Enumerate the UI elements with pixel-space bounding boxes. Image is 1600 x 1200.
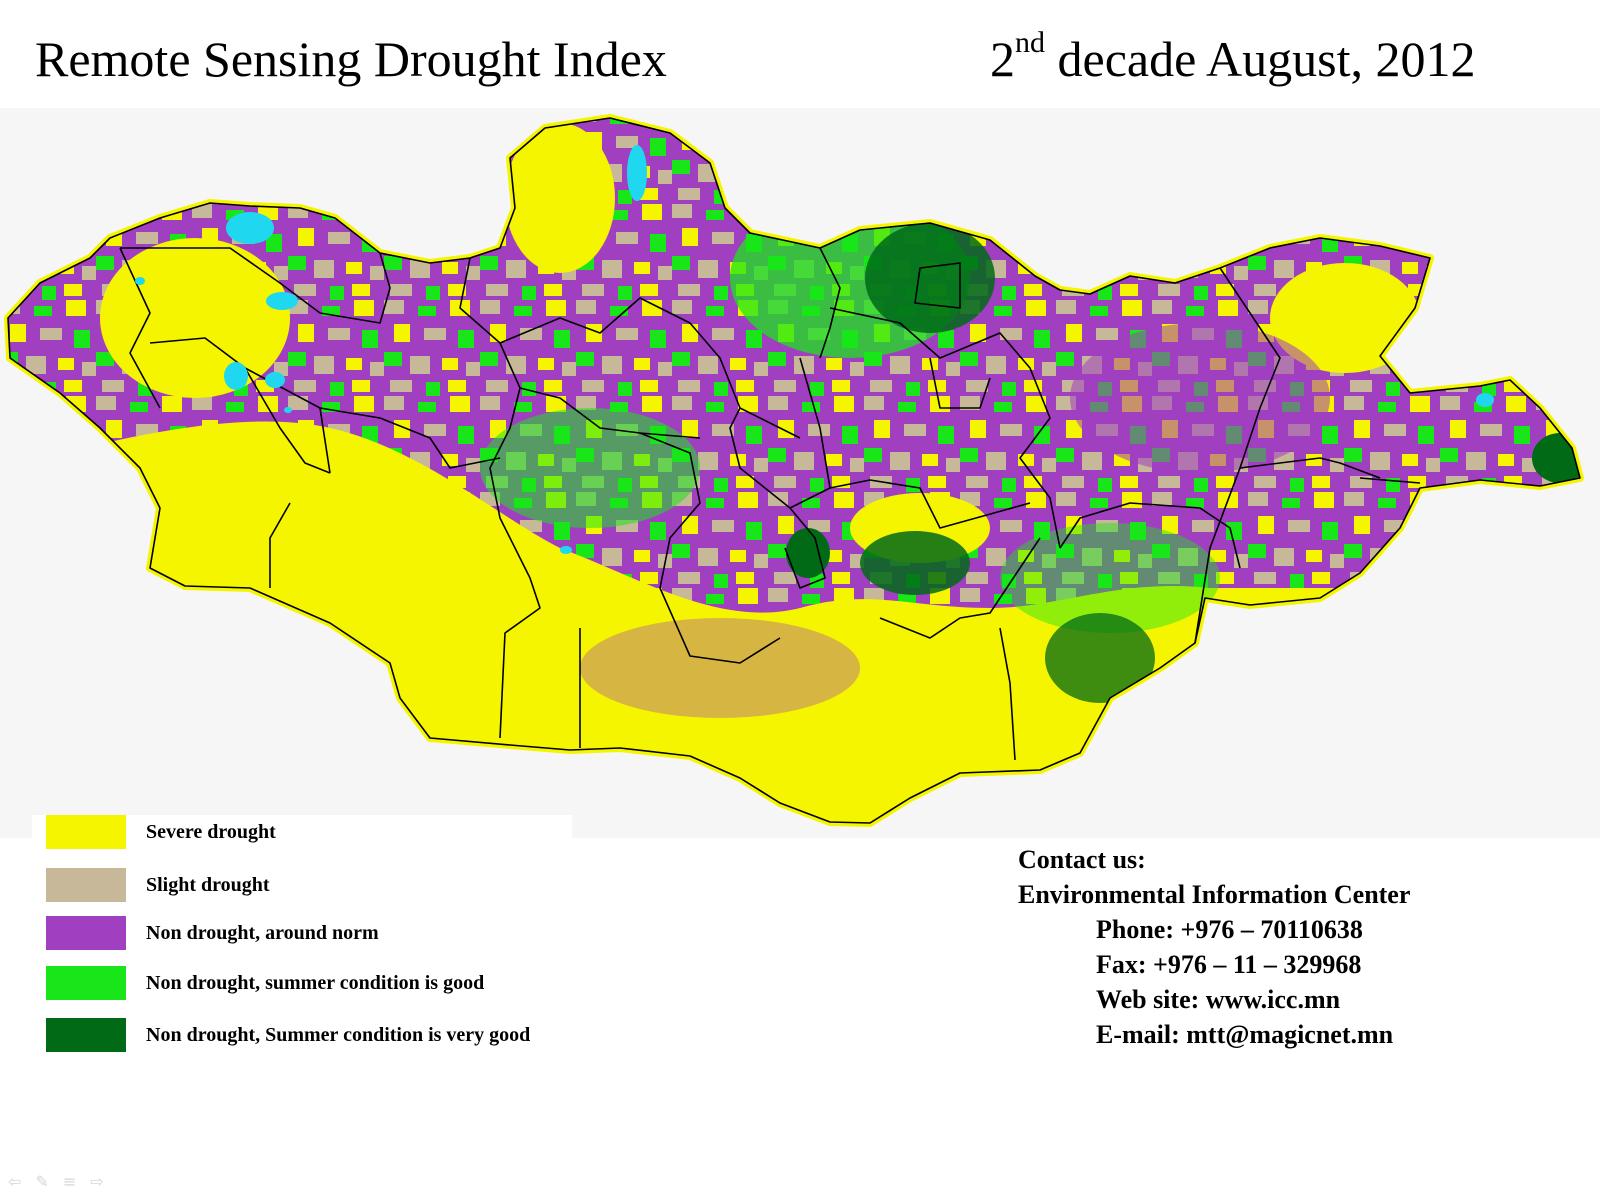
province-border (819, 247, 841, 359)
central-very-good-zone (860, 531, 970, 595)
previous-arrow-icon[interactable]: ⇦ (8, 1172, 22, 1191)
lake-uvs (226, 212, 274, 244)
province-border (499, 342, 701, 439)
province-border (1059, 502, 1241, 569)
lake-orog (560, 546, 572, 554)
contact-phone: Phone: +976 – 70110638 (1096, 915, 1363, 944)
legend-swatch (46, 815, 126, 849)
lake-durgun (265, 372, 285, 388)
eastern-norm-zone (1070, 323, 1330, 473)
map-legend: Severe drought Slight drought Non drough… (32, 815, 572, 1075)
legend-swatch (46, 1018, 126, 1052)
legend-swatch (46, 966, 126, 1000)
southern-norm-zone (580, 618, 860, 718)
contact-heading: Contact us: (1018, 845, 1146, 874)
legend-swatch (46, 868, 126, 902)
slide-nav-controls: ⇦ ✎ ≡ ⇨ (8, 1172, 104, 1191)
eastern-severe-drought-patch (1270, 263, 1420, 373)
southeast-very-good-zone (1045, 613, 1155, 703)
legend-label: Non drought, Summer condition is very go… (146, 1024, 531, 1046)
province-border (999, 627, 1016, 761)
city-border (914, 262, 961, 309)
contact-email[interactable]: E-mail: mtt@magicnet.mn (1096, 1020, 1394, 1049)
legend-label: Non drought, summer condition is good (146, 972, 485, 994)
mongolia-drought-map (4, 114, 1584, 827)
province-border (459, 257, 691, 344)
province-border (319, 407, 501, 469)
province-border (639, 432, 781, 664)
province-border (1194, 267, 1281, 644)
province-border (149, 337, 331, 474)
central-good-condition-zone (480, 408, 700, 528)
central-dark-patch (786, 528, 830, 578)
lake-khar-us (266, 292, 298, 310)
northeast-very-good-zone (865, 223, 995, 333)
northern-severe-drought-patch (505, 123, 615, 273)
legend-label: Slight drought (146, 874, 270, 896)
next-arrow-icon[interactable]: ⇨ (90, 1172, 104, 1191)
contact-fax: Fax: +976 – 11 – 329968 (1096, 950, 1362, 979)
contact-info: Contact us: Environmental Information Ce… (1018, 842, 1410, 1052)
contact-website[interactable]: Web site: www.icc.mn (1096, 985, 1341, 1014)
period-ordinal: 2 (990, 31, 1015, 87)
province-border (1239, 457, 1381, 479)
east-good-condition-zone (1000, 523, 1220, 633)
province-border (879, 537, 1041, 639)
province-borders (119, 247, 1421, 761)
water-bodies (135, 145, 1494, 554)
province-border (120, 247, 391, 324)
lake-khar (224, 362, 248, 390)
lake-buir (1476, 393, 1494, 407)
province-border (1359, 477, 1421, 484)
legend-label: Non drought, around norm (146, 922, 379, 944)
western-severe-drought-patch (100, 238, 290, 398)
legend-swatch (46, 916, 126, 950)
province-border (929, 357, 991, 409)
pen-icon[interactable]: ✎ (35, 1172, 49, 1191)
menu-icon[interactable]: ≡ (62, 1172, 77, 1191)
province-border (489, 387, 541, 739)
lake-achit (135, 277, 145, 285)
province-border (829, 307, 1061, 549)
lake-small (284, 407, 292, 413)
province-border (784, 507, 826, 589)
map-period: 2nd decade August, 2012 (990, 28, 1476, 88)
period-suffix: nd (1015, 26, 1045, 59)
province-border (119, 247, 161, 409)
national-border (7, 117, 1581, 824)
drought-map (0, 108, 1600, 838)
period-rest: decade August, 2012 (1057, 31, 1476, 87)
legend-label: Severe drought (146, 821, 276, 843)
lake-khovsgol (627, 145, 647, 201)
contact-organization: Environmental Information Center (1018, 880, 1411, 909)
province-border (269, 502, 291, 588)
province-border (829, 479, 1031, 529)
map-title: Remote Sensing Drought Index (35, 31, 667, 87)
